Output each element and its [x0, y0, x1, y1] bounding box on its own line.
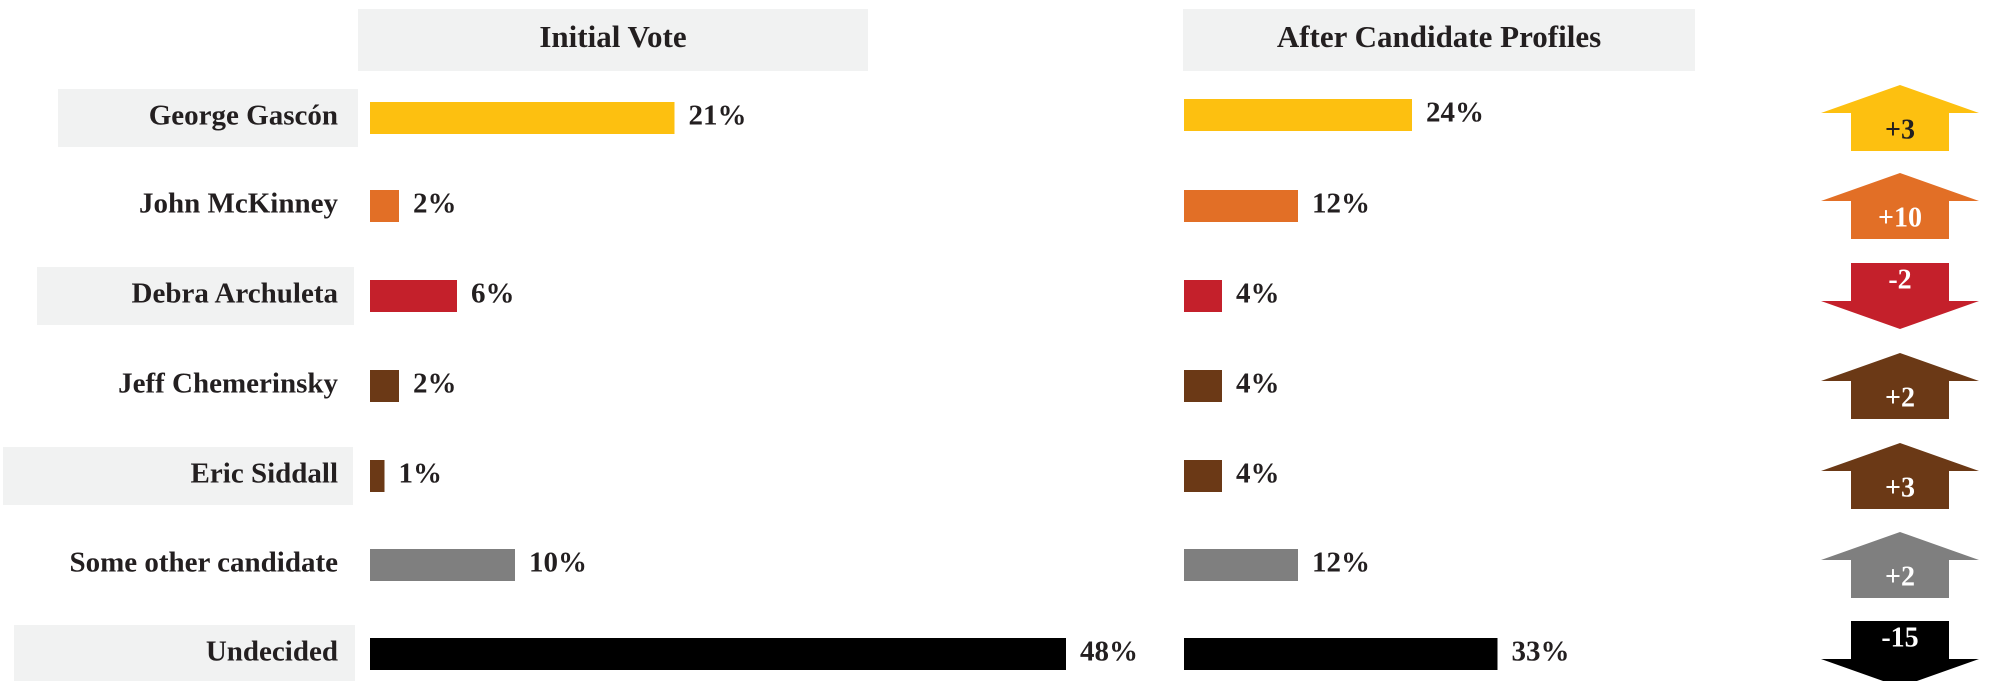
initial-vote-bar: [370, 460, 385, 492]
category-label-bg: [37, 267, 354, 325]
initial-vote-value-label: 2%: [413, 368, 457, 400]
after-profile-bar: [1184, 190, 1298, 222]
category-labels: George Gascón John McKinney Debra Archulet…: [3, 89, 358, 681]
after-profile-value-label: 12%: [1312, 188, 1370, 220]
change-value-label: +10: [1878, 202, 1922, 233]
initial-vote-bar: [370, 190, 399, 222]
initial-vote-bar: [370, 280, 457, 312]
category-label-bg: [58, 89, 358, 147]
change-value-label: +2: [1885, 382, 1915, 413]
header-after-profiles: After Candidate Profiles: [1277, 19, 1601, 54]
initial-vote-bars: 21% 2% 6% 2% 1% 10% 48%: [370, 100, 1138, 670]
after-profile-bar: [1184, 460, 1222, 492]
after-profile-value-label: 4%: [1236, 458, 1280, 490]
down-arrow-icon: [1821, 621, 1979, 681]
initial-vote-value-label: 6%: [471, 278, 515, 310]
down-arrow-icon: [1821, 263, 1979, 329]
after-profile-bar: [1184, 280, 1222, 312]
up-arrow-icon: [1821, 532, 1979, 598]
up-arrow-icon: [1821, 443, 1979, 509]
up-arrow-icon: [1821, 353, 1979, 419]
category-label: George Gascón: [149, 100, 338, 132]
after-profile-value-label: 24%: [1426, 97, 1484, 129]
after-profile-value-label: 4%: [1236, 278, 1280, 310]
header-after-profiles-bg: [1183, 9, 1695, 71]
initial-vote-value-label: 21%: [689, 100, 747, 132]
change-value-label: -2: [1888, 264, 1911, 295]
up-arrow-icon: [1821, 85, 1979, 151]
initial-vote-bar: [370, 549, 515, 581]
category-label: Debra Archuleta: [132, 278, 339, 310]
category-label: Undecided: [206, 636, 338, 668]
category-label: John McKinney: [139, 188, 338, 220]
up-arrow-icon: [1821, 173, 1979, 239]
after-profile-value-label: 4%: [1236, 368, 1280, 400]
change-value-label: +3: [1885, 114, 1915, 145]
category-label-bg: [3, 447, 353, 505]
change-value-label: +2: [1885, 561, 1915, 592]
panel-headers: Initial Vote After Candidate Profiles: [358, 9, 1695, 71]
initial-vote-bar: [370, 102, 675, 134]
initial-vote-value-label: 10%: [529, 547, 587, 579]
category-label-bg: [14, 625, 355, 681]
category-label: Some other candidate: [69, 547, 338, 579]
after-profile-bar: [1184, 549, 1298, 581]
change-arrows: +3 +10 -2 +2 +3 +2 -15: [1821, 85, 1979, 681]
after-profile-bar: [1184, 638, 1498, 670]
after-profile-bar: [1184, 99, 1412, 131]
change-value-label: +3: [1885, 472, 1915, 503]
category-label: Eric Siddall: [191, 458, 338, 490]
initial-vote-value-label: 1%: [399, 458, 443, 490]
after-profile-bar: [1184, 370, 1222, 402]
after-profile-value-label: 33%: [1512, 636, 1570, 668]
change-value-label: -15: [1881, 622, 1918, 653]
header-initial-vote-bg: [358, 9, 868, 71]
header-initial-vote: Initial Vote: [539, 19, 686, 54]
initial-vote-value-label: 2%: [413, 188, 457, 220]
after-profile-value-label: 12%: [1312, 547, 1370, 579]
initial-vote-bar: [370, 370, 399, 402]
initial-vote-value-label: 48%: [1080, 636, 1138, 668]
initial-vote-bar: [370, 638, 1066, 670]
category-label: Jeff Chemerinsky: [118, 368, 338, 400]
after-profile-bars: 24% 12% 4% 4% 4% 12% 33%: [1184, 97, 1570, 670]
